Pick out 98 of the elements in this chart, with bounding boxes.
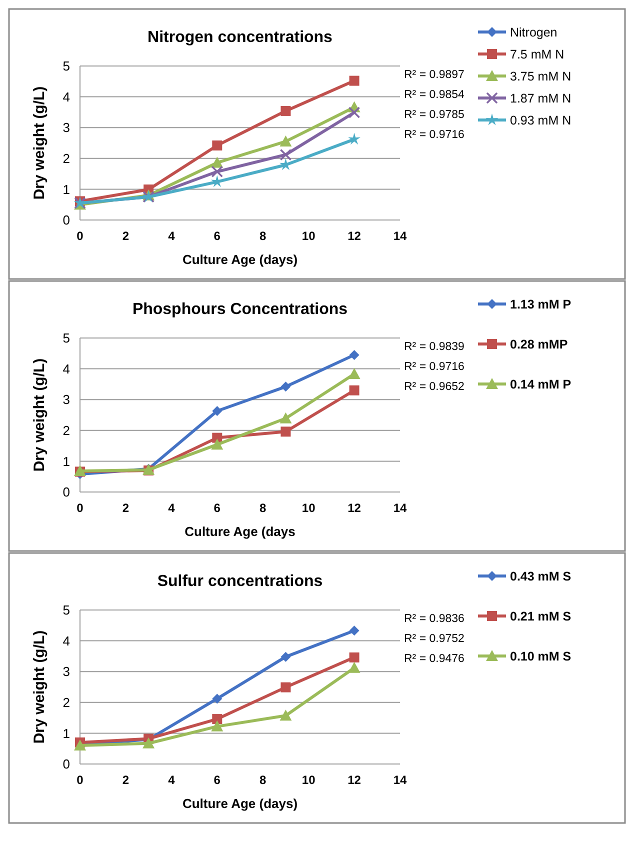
- chart-title: Nitrogen concentrations: [148, 29, 333, 46]
- x-axis-title: Culture Age (days): [182, 796, 298, 811]
- point: [280, 412, 292, 424]
- text: R² = 0.9476: [404, 653, 464, 665]
- text: R² = 0.9785: [404, 109, 464, 121]
- point: [280, 106, 291, 116]
- x-tick-label: 6: [214, 229, 221, 243]
- y-axis-title: Dry weight (g/L): [31, 358, 48, 472]
- point: [212, 714, 222, 724]
- legend-label: 0.10 mM S: [510, 649, 572, 664]
- point: [348, 368, 360, 380]
- point: [280, 710, 292, 721]
- y-tick-label: 4: [62, 633, 70, 648]
- point: [349, 350, 360, 360]
- x-tick-label: 0: [76, 773, 84, 787]
- x-tick-label: 12: [348, 229, 362, 243]
- y-tick-label: 2: [62, 150, 70, 166]
- chart-title: Phosphours Concentrations: [132, 301, 348, 318]
- point: [280, 148, 292, 161]
- x-tick-label: 12: [348, 501, 362, 515]
- x-tick-label: 0: [76, 501, 84, 515]
- y-tick-label: 5: [62, 330, 70, 346]
- legend-label: 0.43 mM S: [510, 569, 572, 584]
- x-axis-title: Culture Age (days: [184, 524, 296, 539]
- x-tick-label: 10: [302, 229, 316, 243]
- point: [280, 382, 291, 392]
- point: [348, 106, 360, 118]
- y-tick-label: 3: [62, 664, 70, 680]
- x-tick-label: 2: [122, 773, 130, 787]
- y-tick-label: 2: [62, 422, 70, 438]
- x-tick-label: 4: [168, 501, 176, 515]
- y-tick-label: 1: [62, 726, 70, 741]
- point: [349, 76, 360, 86]
- text: R² = 0.9854: [404, 89, 466, 101]
- legend-label: 0.14 mM P: [510, 377, 572, 392]
- y-tick-label: 4: [62, 89, 70, 104]
- point: [211, 438, 224, 450]
- text: R² = 0.9652: [404, 381, 464, 393]
- point: [211, 720, 224, 732]
- point: [212, 406, 222, 416]
- x-tick-label: 14: [393, 773, 407, 787]
- x-tick-label: 14: [393, 229, 407, 243]
- x-tick-label: 14: [393, 501, 407, 515]
- y-tick-label: 5: [62, 58, 70, 74]
- y-tick-label: 1: [62, 182, 70, 197]
- x-tick-label: 6: [214, 773, 221, 787]
- x-tick-label: 6: [214, 501, 221, 515]
- point: [349, 652, 360, 662]
- x-tick-label: 8: [260, 773, 267, 787]
- text: R² = 0.9752: [404, 633, 464, 645]
- point: [212, 140, 222, 150]
- point: [211, 166, 224, 178]
- x-tick-label: 8: [260, 501, 267, 515]
- y-tick-label: 2: [62, 694, 70, 710]
- legend-label: 7.5 mM N: [510, 47, 564, 62]
- x-tick-label: 4: [168, 229, 176, 243]
- text: R² = 0.9897: [404, 69, 464, 81]
- x-tick-label: 2: [122, 501, 130, 515]
- x-tick-label: 2: [122, 229, 130, 243]
- x-axis-title: Culture Age (days): [182, 252, 298, 267]
- text: R² = 0.9839: [404, 341, 464, 353]
- point: [280, 135, 292, 146]
- point: [280, 652, 291, 662]
- y-tick-label: 5: [62, 602, 70, 618]
- point: [280, 426, 291, 437]
- point: [280, 682, 291, 692]
- y-tick-label: 3: [62, 392, 70, 408]
- chart-title: Sulfur concentrations: [157, 573, 323, 590]
- x-tick-label: 10: [302, 773, 316, 787]
- text: R² = 0.9836: [404, 613, 464, 625]
- x-tick-label: 12: [348, 773, 362, 787]
- legend-label: 0.21 mM S: [510, 609, 572, 624]
- point: [142, 737, 155, 748]
- legend-label: 3.75 mM N: [510, 69, 572, 84]
- y-tick-label: 4: [62, 361, 70, 376]
- point: [349, 626, 360, 636]
- legend-label: 1.13 mM P: [510, 297, 572, 312]
- point: [348, 132, 360, 145]
- y-tick-label: 0: [62, 484, 70, 500]
- x-tick-label: 10: [302, 501, 316, 515]
- y-tick-label: 3: [62, 120, 70, 136]
- legend-label: Nitrogen: [510, 25, 558, 40]
- x-tick-label: 0: [76, 229, 84, 243]
- legend-label: 0.28 mMP: [510, 337, 568, 352]
- y-tick-label: 1: [62, 454, 70, 469]
- y-axis-title: Dry weight (g/L): [31, 86, 48, 200]
- text: R² = 0.9716: [404, 361, 464, 373]
- x-tick-label: 8: [260, 229, 267, 243]
- legend-label: 0.93 mM N: [510, 113, 572, 128]
- y-axis-title: Dry weight (g/L): [31, 630, 48, 744]
- point: [212, 694, 222, 704]
- legend-label: 1.87 mM N: [510, 91, 572, 106]
- x-tick-label: 4: [168, 773, 176, 787]
- text: R² = 0.9716: [404, 129, 464, 141]
- y-tick-label: 0: [62, 756, 70, 772]
- y-tick-label: 0: [62, 212, 70, 228]
- point: [349, 385, 360, 396]
- point: [348, 662, 360, 673]
